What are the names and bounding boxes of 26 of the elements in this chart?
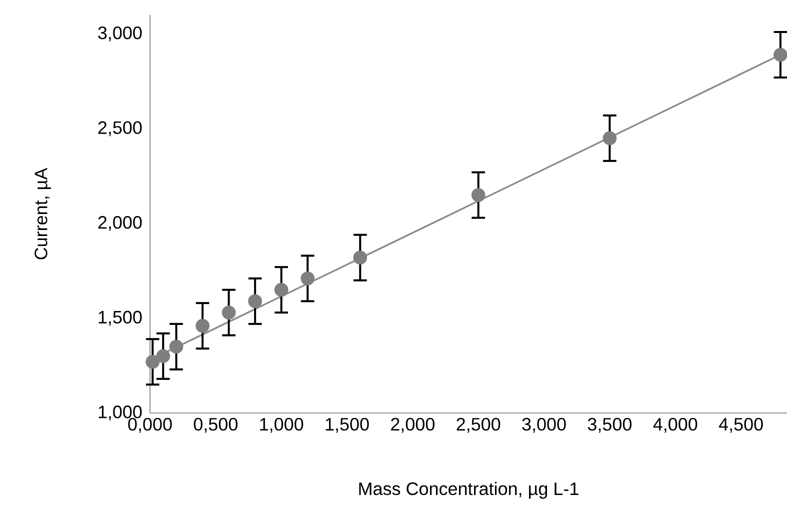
x-axis-title: Mass Concentration, µg L-1 [359,482,578,499]
x-tick-label: 4,500 [718,418,763,433]
x-tick-label: 3,000 [522,418,566,433]
x-tick-label: 2,000 [391,418,434,433]
point [248,294,262,308]
x-tick-label: 2,500 [456,418,500,433]
y-axis-title: Current, µA [34,168,51,260]
point [222,306,236,320]
point [169,340,184,354]
point [156,349,170,364]
x-tick-label: 1,000 [260,418,304,433]
point [300,271,315,286]
point [602,131,617,146]
y-tick-label: 1,500 [98,310,142,326]
point [274,282,288,297]
point [146,354,160,369]
y-tick-label: 2,500 [98,121,142,136]
point [471,188,486,202]
point [196,318,210,333]
x-tick-label: 4,000 [653,418,698,433]
x-tick-label: 3,500 [588,418,632,433]
x-tick-label: 0,500 [194,418,238,433]
y-tick-label: 2,000 [98,216,142,231]
point [353,250,368,265]
y-tick-label: 3,000 [98,26,142,42]
x-tick-label: 1,500 [326,418,369,433]
